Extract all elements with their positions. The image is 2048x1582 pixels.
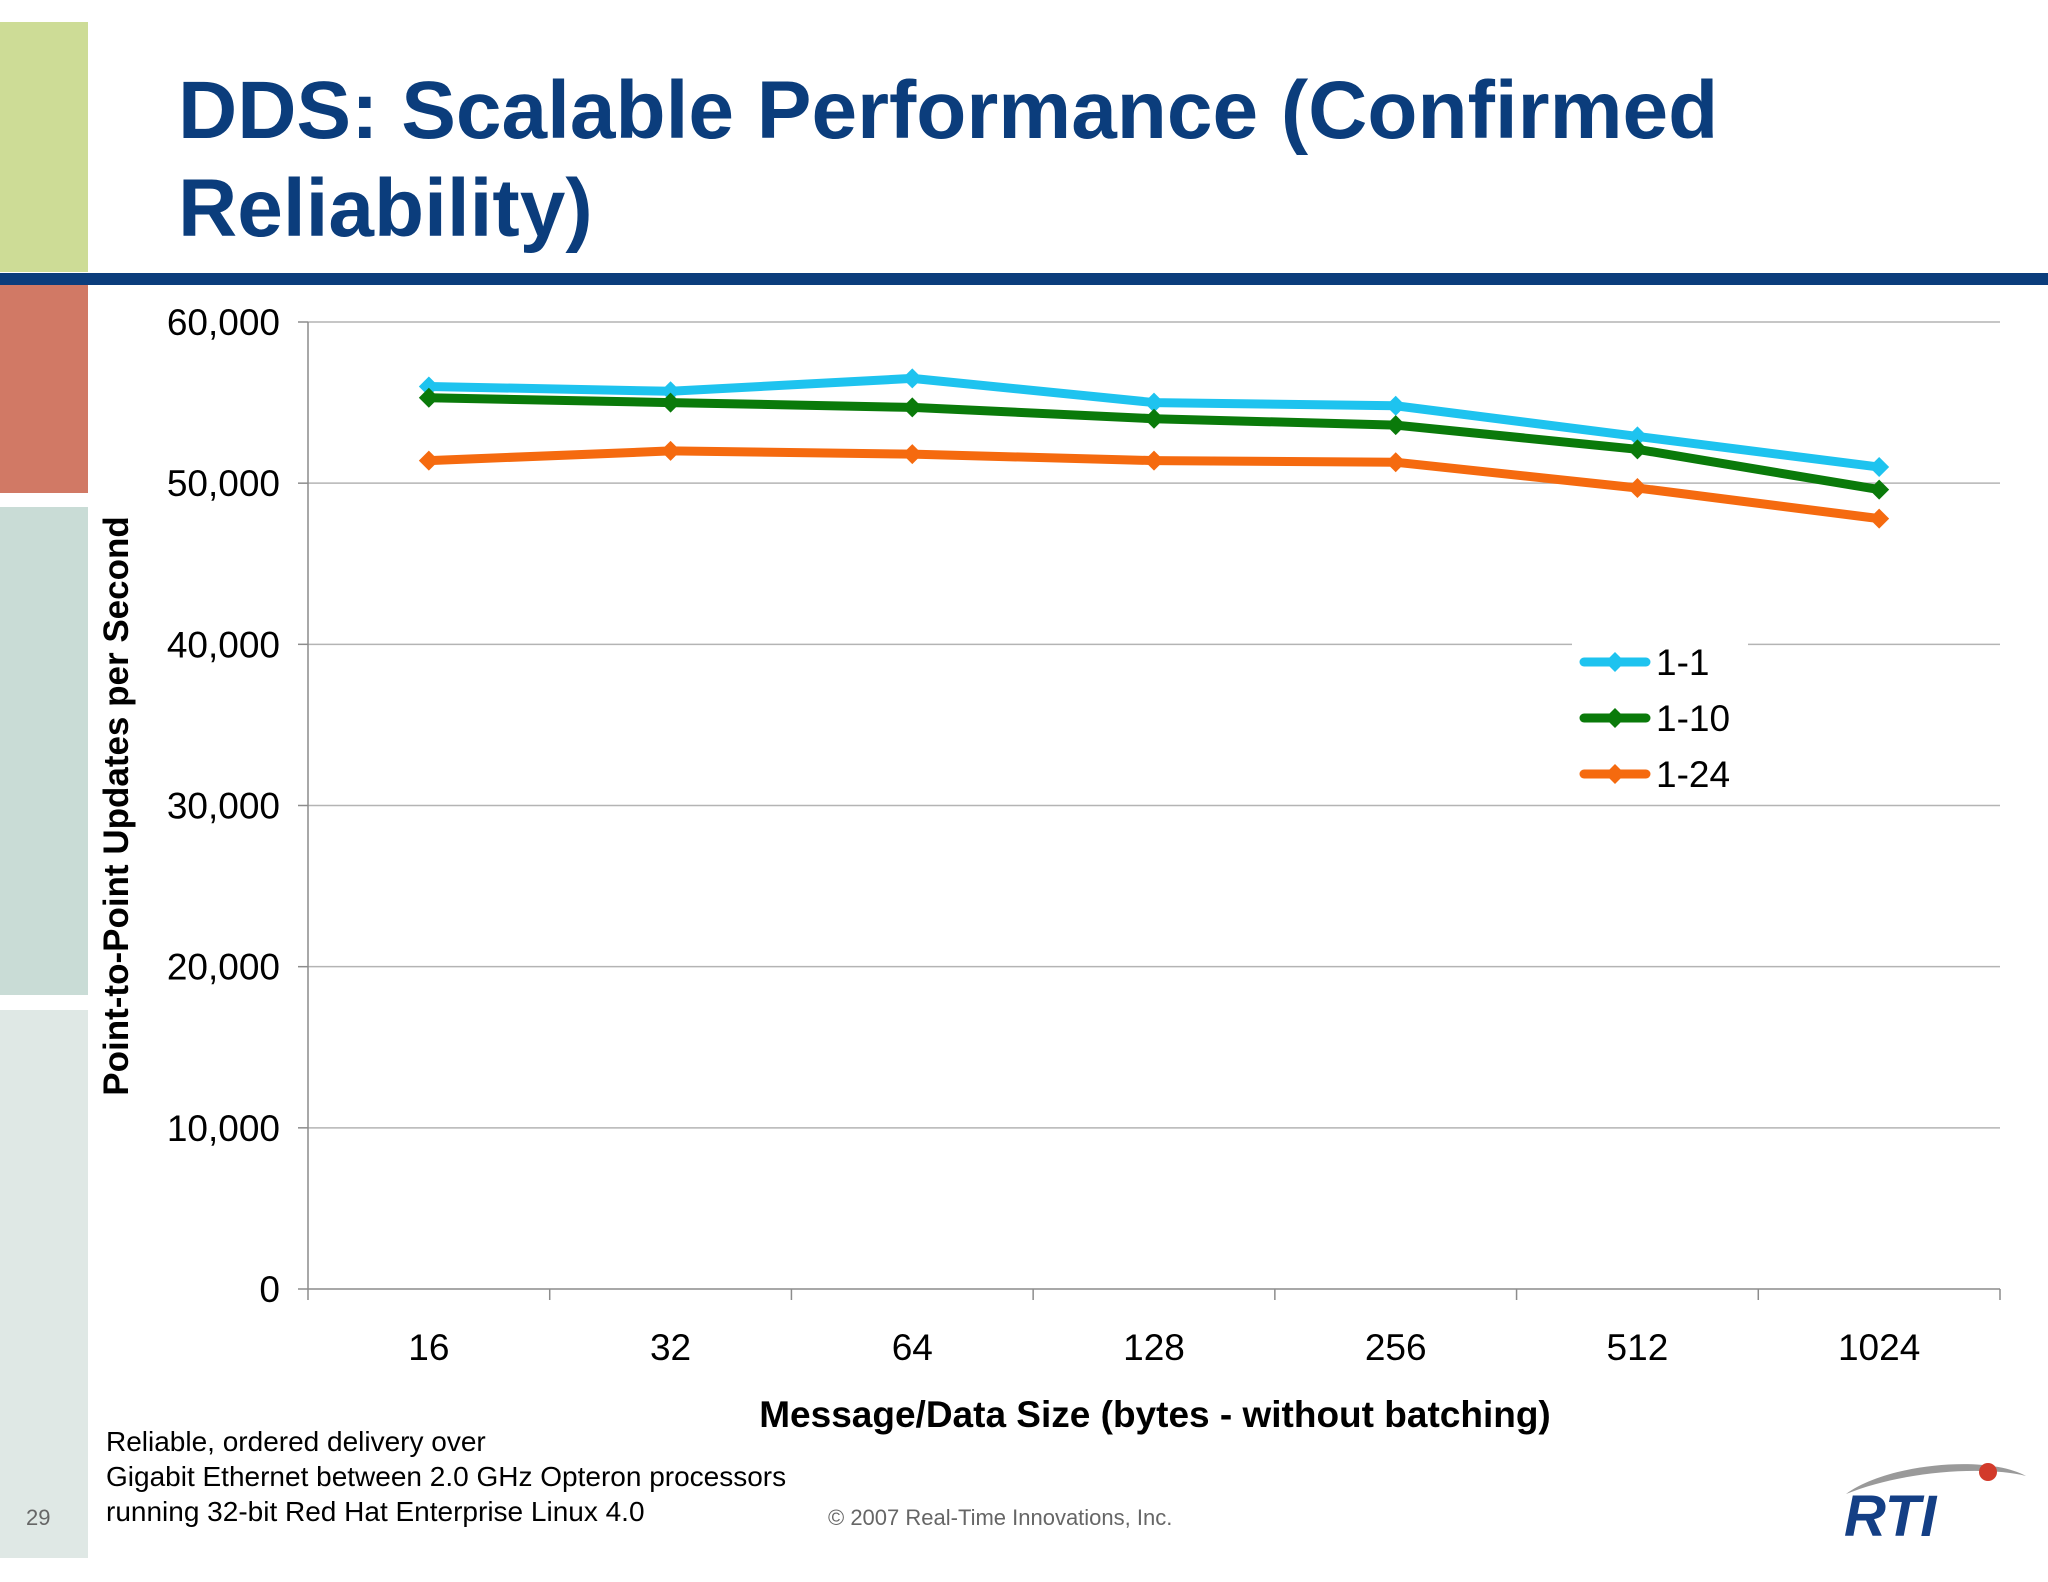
data-point-marker <box>418 376 439 397</box>
y-tick-label: 0 <box>259 1269 280 1310</box>
footnote-line: running 32-bit Red Hat Enterprise Linux … <box>106 1496 645 1527</box>
side-block-green <box>0 22 88 272</box>
title-divider <box>0 273 2048 285</box>
data-point-marker <box>660 381 681 402</box>
legend-label: 1-1 <box>1656 642 1709 683</box>
data-point-marker <box>1869 457 1890 478</box>
y-axis-title: Point-to-Point Updates per Second <box>97 516 136 1095</box>
y-tick-label: 10,000 <box>167 1108 280 1149</box>
x-axis-title: Message/Data Size (bytes - without batch… <box>759 1394 1551 1435</box>
grid-lines <box>308 321 2000 1129</box>
y-tick-label: 40,000 <box>167 624 280 665</box>
slide-title: DDS: Scalable Performance (Confirmed Rel… <box>178 65 1719 254</box>
side-block-grey <box>0 1010 88 1558</box>
legend-swatch-marker <box>1605 708 1625 728</box>
chart-legend: 1-1 1-10 1-24 <box>1572 632 1748 800</box>
legend-swatch-marker <box>1605 764 1625 784</box>
rti-logo: RTI <box>1844 1463 2026 1542</box>
data-point-marker <box>1627 439 1648 460</box>
side-block-red <box>0 285 88 493</box>
data-point-marker <box>660 440 681 461</box>
data-point-marker <box>902 444 923 465</box>
logo-wordmark: RTI <box>1844 1484 1938 1542</box>
footnote-line: Reliable, ordered delivery over <box>106 1426 486 1457</box>
data-point-marker <box>1627 426 1648 447</box>
data-point-marker <box>1385 415 1406 436</box>
page-number: 29 <box>26 1505 51 1530</box>
footnote-line: Gigabit Ethernet between 2.0 GHz Opteron… <box>106 1461 787 1492</box>
y-tick-label: 20,000 <box>167 947 280 988</box>
y-tick-label: 30,000 <box>167 786 280 827</box>
logo-dot <box>1979 1463 1997 1481</box>
y-tick-label: 50,000 <box>167 463 280 504</box>
data-point-marker <box>902 397 923 418</box>
test-conditions-note: Reliable, ordered delivery over Gigabit … <box>106 1424 786 1529</box>
data-point-marker <box>1144 450 1164 471</box>
chart-axes: 0 10,000 20,000 30,000 40,000 50,000 60,000 16 3… <box>167 302 2001 1368</box>
copyright-notice: © 2007 Real-Time Innovations, Inc. <box>828 1505 1173 1530</box>
data-point-marker <box>1385 395 1406 416</box>
x-tick-label: 16 <box>408 1327 449 1368</box>
legend-swatch-marker <box>1605 652 1625 672</box>
legend-label: 1-24 <box>1656 754 1730 795</box>
data-point-marker <box>1869 479 1890 500</box>
legend-label: 1-10 <box>1656 698 1730 739</box>
x-tick-label: 1024 <box>1838 1327 1920 1368</box>
data-point-marker <box>1385 452 1406 473</box>
data-point-marker <box>1869 508 1890 529</box>
x-tick-label: 64 <box>892 1327 933 1368</box>
y-tick-label: 60,000 <box>167 302 280 343</box>
data-point-marker <box>418 450 439 471</box>
x-tick-label: 128 <box>1123 1327 1185 1368</box>
x-tick-label: 512 <box>1607 1327 1669 1368</box>
side-block-teal <box>0 507 88 995</box>
x-tick-label: 32 <box>650 1327 691 1368</box>
logo-swoosh <box>1846 1464 2026 1494</box>
series-lines <box>418 368 1890 529</box>
data-point-marker <box>418 387 439 408</box>
data-point-marker <box>902 368 923 389</box>
data-point-marker <box>1144 392 1164 413</box>
data-point-marker <box>1144 408 1164 429</box>
data-point-marker <box>1627 478 1648 499</box>
data-point-marker <box>660 392 681 413</box>
x-tick-label: 256 <box>1365 1327 1427 1368</box>
